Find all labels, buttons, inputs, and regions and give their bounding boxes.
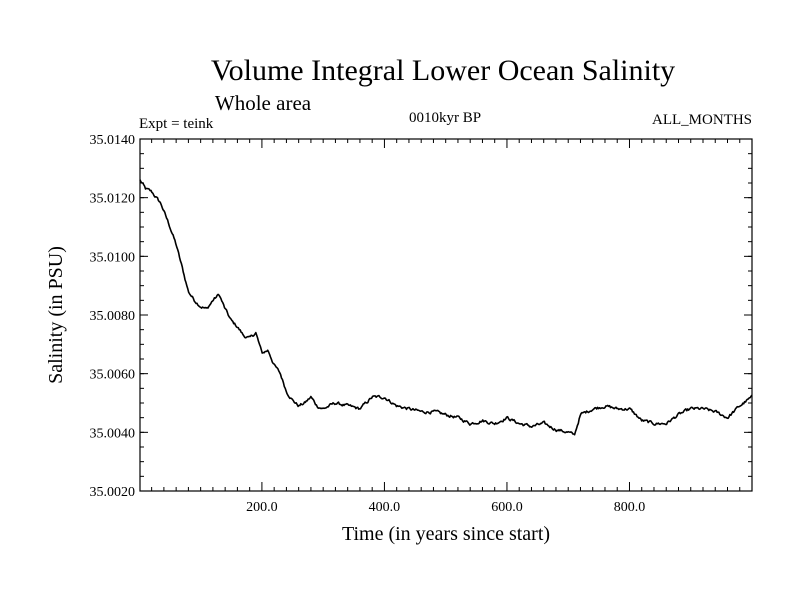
y-axis-label: Salinity (in PSU) [45, 246, 67, 384]
x-tick-label: 200.0 [246, 500, 278, 515]
chart-subtitle: Whole area [215, 91, 312, 115]
x-tick-label: 800.0 [614, 500, 646, 515]
y-axis-ticks: 35.0020 35.0040 35.0060 35.0080 35.0100 35.01… [90, 133, 752, 500]
y-tick-label: 35.0080 [90, 309, 136, 324]
plot-frame [139, 138, 753, 492]
y-tick-label: 35.0120 [90, 192, 136, 207]
x-axis-ticks: 200.0 400.0 600.0 800.0 [246, 139, 645, 515]
x-tick-label: 600.0 [491, 500, 523, 515]
y-tick-label: 35.0140 [90, 133, 136, 148]
period-label: 0010kyr BP [409, 110, 481, 126]
y-tick-label: 35.0020 [90, 485, 136, 500]
y-tick-label: 35.0040 [90, 426, 136, 441]
y-tick-label: 35.0100 [90, 250, 136, 265]
chart-title: Volume Integral Lower Ocean Salinity [211, 54, 675, 87]
expt-label: Expt = teink [139, 116, 214, 132]
x-tick-label: 400.0 [369, 500, 401, 515]
months-label: ALL_MONTHS [652, 112, 752, 128]
salinity-series-line [139, 179, 753, 436]
y-tick-label: 35.0060 [90, 368, 136, 383]
x-axis-label: Time (in years since start) [342, 523, 550, 545]
x-axis-minor-ticks [151, 139, 741, 491]
